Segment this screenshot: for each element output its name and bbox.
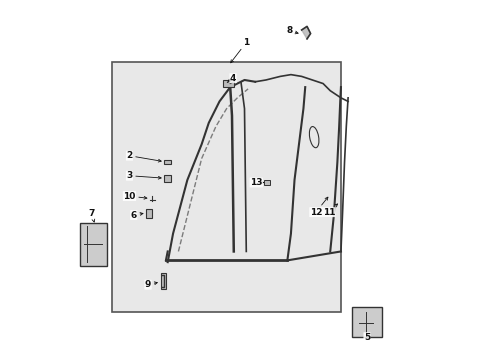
Bar [164,159,170,164]
Bar [112,62,340,312]
Text: 4: 4 [227,74,236,83]
Text: 1: 1 [230,38,249,63]
Text: 8: 8 [285,26,298,35]
Bar [160,273,165,289]
Bar [351,307,381,337]
Text: 10: 10 [123,192,146,201]
Bar [146,208,151,217]
Text: 13: 13 [249,178,263,187]
Text: 3: 3 [126,171,161,180]
Bar [80,223,107,266]
Text: 6: 6 [130,211,142,220]
Text: 9: 9 [144,280,157,289]
Text: 11: 11 [322,204,337,217]
Text: 7: 7 [88,209,95,222]
Text: 12: 12 [309,197,327,217]
Bar [223,80,233,87]
Polygon shape [301,26,310,39]
Bar [264,180,269,185]
Text: 5: 5 [363,333,369,342]
Text: 2: 2 [126,151,161,162]
Bar [164,175,171,182]
